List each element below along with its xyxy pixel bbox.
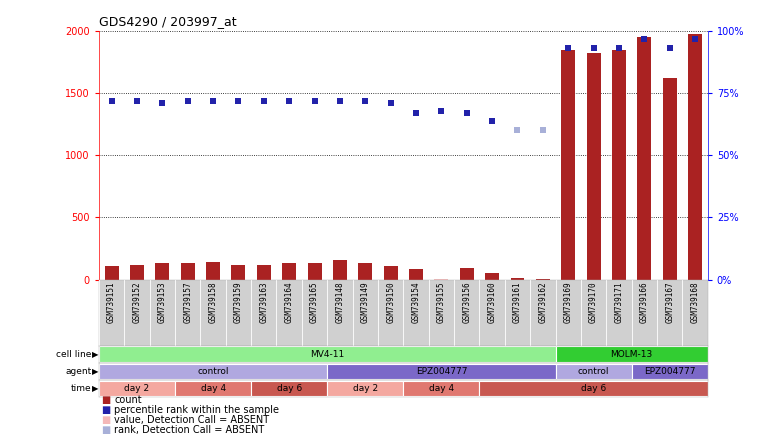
Text: GSM739163: GSM739163: [260, 281, 269, 323]
Text: GSM739153: GSM739153: [158, 281, 167, 323]
Text: day 6: day 6: [581, 384, 607, 393]
Text: EPZ004777: EPZ004777: [644, 367, 696, 376]
Text: GSM739167: GSM739167: [665, 281, 674, 323]
Bar: [409, 269, 423, 280]
Text: day 2: day 2: [352, 384, 378, 393]
Text: ■: ■: [101, 395, 110, 405]
Text: GSM739168: GSM739168: [690, 281, 699, 323]
Bar: [130, 266, 144, 280]
Bar: [479, 381, 708, 396]
Bar: [251, 381, 327, 396]
Bar: [384, 266, 397, 280]
Bar: [632, 364, 708, 379]
Bar: [256, 265, 271, 280]
Bar: [99, 346, 556, 362]
Bar: [155, 263, 169, 280]
Bar: [556, 346, 708, 362]
Bar: [307, 263, 322, 280]
Text: percentile rank within the sample: percentile rank within the sample: [114, 405, 279, 415]
Bar: [99, 364, 327, 379]
Text: ■: ■: [101, 415, 110, 425]
Text: time: time: [71, 384, 91, 393]
Bar: [231, 265, 245, 280]
Bar: [638, 37, 651, 280]
Text: EPZ004777: EPZ004777: [416, 367, 467, 376]
Text: day 4: day 4: [428, 384, 454, 393]
Bar: [536, 279, 550, 280]
Bar: [561, 50, 575, 280]
Text: GSM739151: GSM739151: [107, 281, 116, 323]
Bar: [358, 263, 372, 280]
Text: GSM739149: GSM739149: [361, 281, 370, 323]
Text: ▶: ▶: [91, 367, 98, 376]
Bar: [486, 274, 499, 280]
Bar: [282, 263, 296, 280]
Bar: [99, 381, 175, 396]
Text: count: count: [114, 395, 142, 405]
Text: ▶: ▶: [91, 349, 98, 359]
Bar: [688, 34, 702, 280]
Text: MV4-11: MV4-11: [310, 349, 345, 359]
Text: GDS4290 / 203997_at: GDS4290 / 203997_at: [99, 16, 237, 28]
Text: GSM739157: GSM739157: [183, 281, 193, 323]
Bar: [663, 78, 677, 280]
Bar: [403, 381, 479, 396]
Text: GSM739165: GSM739165: [310, 281, 319, 323]
Text: MOLM-13: MOLM-13: [610, 349, 653, 359]
Text: day 2: day 2: [124, 384, 150, 393]
Bar: [556, 364, 632, 379]
Text: day 4: day 4: [200, 384, 226, 393]
Text: GSM739160: GSM739160: [488, 281, 497, 323]
Text: GSM739152: GSM739152: [132, 281, 142, 323]
Text: ▶: ▶: [91, 384, 98, 393]
Text: GSM739162: GSM739162: [538, 281, 547, 323]
Text: GSM739155: GSM739155: [437, 281, 446, 323]
Text: GSM739169: GSM739169: [564, 281, 573, 323]
Text: value, Detection Call = ABSENT: value, Detection Call = ABSENT: [114, 415, 269, 425]
Text: GSM739154: GSM739154: [412, 281, 421, 323]
Text: control: control: [578, 367, 610, 376]
Text: GSM739161: GSM739161: [513, 281, 522, 323]
Text: ■: ■: [101, 405, 110, 415]
Bar: [327, 381, 403, 396]
Text: GSM739150: GSM739150: [386, 281, 395, 323]
Bar: [460, 269, 473, 280]
Bar: [587, 53, 600, 280]
Text: GSM739166: GSM739166: [640, 281, 649, 323]
Text: cell line: cell line: [56, 349, 91, 359]
Bar: [612, 50, 626, 280]
Bar: [175, 381, 251, 396]
Bar: [105, 266, 119, 280]
Text: day 6: day 6: [276, 384, 302, 393]
Text: agent: agent: [65, 367, 91, 376]
Text: ■: ■: [101, 425, 110, 436]
Bar: [333, 260, 347, 280]
Bar: [511, 278, 524, 280]
Text: GSM739158: GSM739158: [209, 281, 218, 323]
Text: control: control: [197, 367, 229, 376]
Text: GSM739159: GSM739159: [234, 281, 243, 323]
Text: GSM739164: GSM739164: [285, 281, 294, 323]
Bar: [181, 263, 195, 280]
Bar: [435, 279, 448, 280]
Bar: [206, 262, 220, 280]
Bar: [327, 364, 556, 379]
Text: GSM739156: GSM739156: [462, 281, 471, 323]
Text: GSM739170: GSM739170: [589, 281, 598, 323]
Text: GSM739171: GSM739171: [614, 281, 623, 323]
Text: GSM739148: GSM739148: [336, 281, 345, 323]
Text: rank, Detection Call = ABSENT: rank, Detection Call = ABSENT: [114, 425, 264, 436]
